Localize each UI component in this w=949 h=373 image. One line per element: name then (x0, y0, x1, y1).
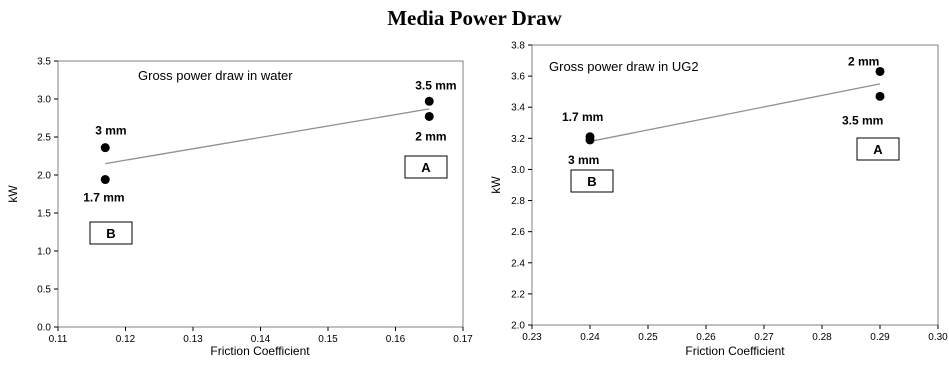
chart2-annotation-box (856, 137, 900, 161)
chart1-annotation-box (89, 221, 133, 245)
page-title: Media Power Draw (387, 6, 562, 30)
chart2-point-label: 3.5 mm (842, 113, 883, 127)
chart1-ytick-label: 3.5 (37, 57, 51, 68)
chart1-xtick-label: 0.16 (386, 334, 406, 345)
chart1-point-label: 2 mm (415, 129, 446, 143)
chart2-yaxis-label: kW (489, 176, 503, 194)
chart2-ytick-label: 3.8 (511, 41, 525, 52)
chart2-ytick-label: 2.8 (511, 196, 525, 207)
chart2-data-point (875, 66, 885, 76)
chart1-point-label: 3.5 mm (415, 78, 456, 92)
chart2-xtick-label: 0.23 (522, 332, 542, 343)
chart2-annotation-label: B (587, 174, 596, 189)
chart2-data-point (875, 91, 885, 101)
chart2-point-label: 1.7 mm (562, 110, 603, 124)
chart1-annotation-box (404, 155, 448, 179)
chart2-point-label: 3 mm (568, 153, 599, 167)
chart2-data-point (585, 135, 595, 145)
chart1-title: Gross power draw in water (138, 68, 293, 83)
chart2-plot-frame (531, 44, 939, 326)
chart2-ytick-label: 2.6 (511, 227, 525, 238)
chart1-data-point (424, 96, 434, 106)
chart1-data-point (424, 111, 434, 121)
chart1-xtick-label: 0.15 (318, 334, 338, 345)
chart1-xtick-label: 0.12 (116, 334, 136, 345)
chart2-xtick-label: 0.28 (812, 332, 832, 343)
chart2-ytick-label: 2.4 (511, 258, 525, 269)
chart1-ytick-label: 3.0 (37, 95, 51, 106)
chart2-ytick-label: 3.0 (511, 165, 525, 176)
chart1-ytick-label: 0.0 (37, 323, 51, 334)
chart1-trendline (105, 108, 430, 165)
chart1-ytick-label: 0.5 (37, 285, 51, 296)
chart1-yaxis-label: kW (6, 185, 20, 203)
chart1-ytick-label: 1.5 (37, 209, 51, 220)
chart2-ytick-label: 3.2 (511, 134, 525, 145)
chart1-ytick-label: 2.0 (37, 171, 51, 182)
chart2-xtick-label: 0.26 (696, 332, 716, 343)
chart1-point-label: 1.7 mm (83, 191, 124, 205)
chart2-ytick-label: 3.6 (511, 72, 525, 83)
chart2-xtick-label: 0.25 (638, 332, 658, 343)
chart1-point-label: 3 mm (95, 124, 126, 138)
chart1-data-point (100, 175, 110, 185)
chart2-title: Gross power draw in UG2 (549, 59, 699, 74)
chart1-xtick-label: 0.17 (453, 334, 473, 345)
chart1-xtick-label: 0.11 (49, 334, 68, 345)
chart2-annotation-box (570, 169, 614, 193)
chart2-ytick-label: 3.4 (511, 103, 525, 114)
chart2-xtick-label: 0.24 (580, 332, 600, 343)
chart1-annotation-label: A (421, 160, 431, 175)
chart1-ytick-label: 2.5 (37, 133, 51, 144)
chart2-xaxis-label: Friction Coefficient (685, 344, 785, 358)
chart2-point-label: 2 mm (848, 54, 879, 68)
chart2-xtick-label: 0.27 (754, 332, 774, 343)
chart1-ytick-label: 1.0 (37, 247, 51, 258)
chart1-data-point (100, 143, 110, 153)
chart2-trendline (589, 83, 881, 143)
chart2-ytick-label: 2.0 (511, 321, 525, 332)
chart1-xtick-label: 0.13 (183, 334, 203, 345)
chart2-xtick-label: 0.30 (928, 332, 948, 343)
chart2-xtick-label: 0.29 (870, 332, 890, 343)
chart1-annotation-label: B (106, 226, 115, 241)
chart2-annotation-label: A (873, 142, 883, 157)
chart2-ytick-label: 2.2 (511, 289, 525, 300)
chart1-xtick-label: 0.14 (251, 334, 271, 345)
chart1-xaxis-label: Friction Coefficient (210, 344, 310, 358)
